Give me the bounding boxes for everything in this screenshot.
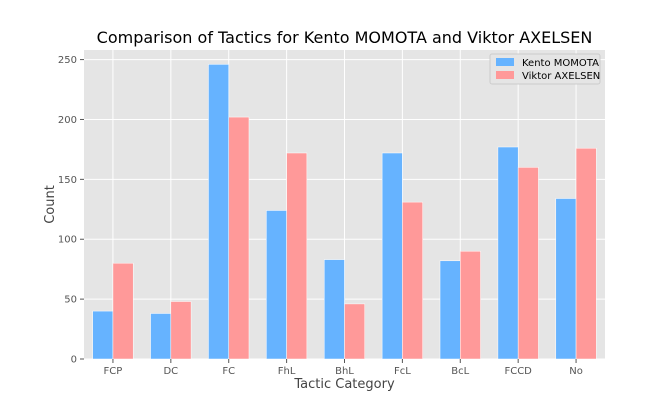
x-tick-label: BhL [335, 366, 354, 377]
bar-kento-momota-bcl [439, 260, 461, 360]
legend-swatch-kento-momota [496, 58, 514, 66]
x-tick-label: FcL [394, 366, 411, 377]
y-axis-label: Count [43, 185, 58, 224]
y-tick-label: 150 [58, 175, 77, 186]
bar-viktor-axelsen-fcp [112, 262, 134, 360]
x-tick-label: FCP [104, 366, 123, 377]
y-tick-label: 200 [58, 115, 77, 126]
legend-swatch-viktor-axelsen [496, 71, 514, 79]
bar-kento-momota-dc [150, 313, 172, 360]
bar-viktor-axelsen-no [575, 147, 597, 360]
chart-title: Comparison of Tactics for Kento MOMOTA a… [97, 28, 593, 47]
x-tick-label: BcL [451, 366, 469, 377]
bar-viktor-axelsen-fhl [286, 152, 308, 360]
bar-kento-momota-bhl [323, 259, 345, 360]
y-tick-label: 250 [58, 55, 77, 66]
x-tick-label: FhL [278, 366, 296, 377]
bar-viktor-axelsen-fccd [517, 167, 539, 360]
bar-viktor-axelsen-fcl [402, 201, 423, 360]
y-tick-label: 0 [71, 355, 77, 366]
bar-viktor-axelsen-dc [170, 301, 192, 360]
x-tick-label: No [569, 366, 583, 377]
y-tick-label: 50 [64, 295, 77, 306]
bar-kento-momota-fc [208, 64, 229, 360]
x-tick-label: FC [222, 366, 235, 377]
legend-label-viktor-axelsen: Viktor AXELSEN [522, 71, 600, 82]
x-ticks: FCP DC FC FhL BhL FcL BcL FCCD No [104, 359, 583, 377]
y-tick-label: 100 [58, 235, 77, 246]
x-tick-label: DC [163, 366, 178, 377]
x-tick-label: FCCD [504, 366, 532, 377]
legend-label-kento-momota: Kento MOMOTA [522, 58, 599, 69]
x-axis-label: Tactic Category [293, 377, 395, 392]
legend: Kento MOMOTA Viktor AXELSEN [489, 53, 601, 85]
bar-viktor-axelsen-bhl [344, 303, 366, 360]
bar-kento-momota-fhl [266, 210, 287, 360]
bar-kento-momota-fcl [381, 152, 403, 360]
bar-kento-momota-fcp [92, 310, 114, 360]
bar-viktor-axelsen-fc [228, 116, 250, 360]
y-ticks: 0 50 100 150 200 250 [58, 55, 84, 366]
legend-box [489, 53, 601, 85]
bar-kento-momota-no [555, 198, 577, 360]
bar-kento-momota-fccd [497, 146, 519, 360]
bar-viktor-axelsen-bcl [460, 250, 481, 360]
bars [92, 64, 597, 360]
